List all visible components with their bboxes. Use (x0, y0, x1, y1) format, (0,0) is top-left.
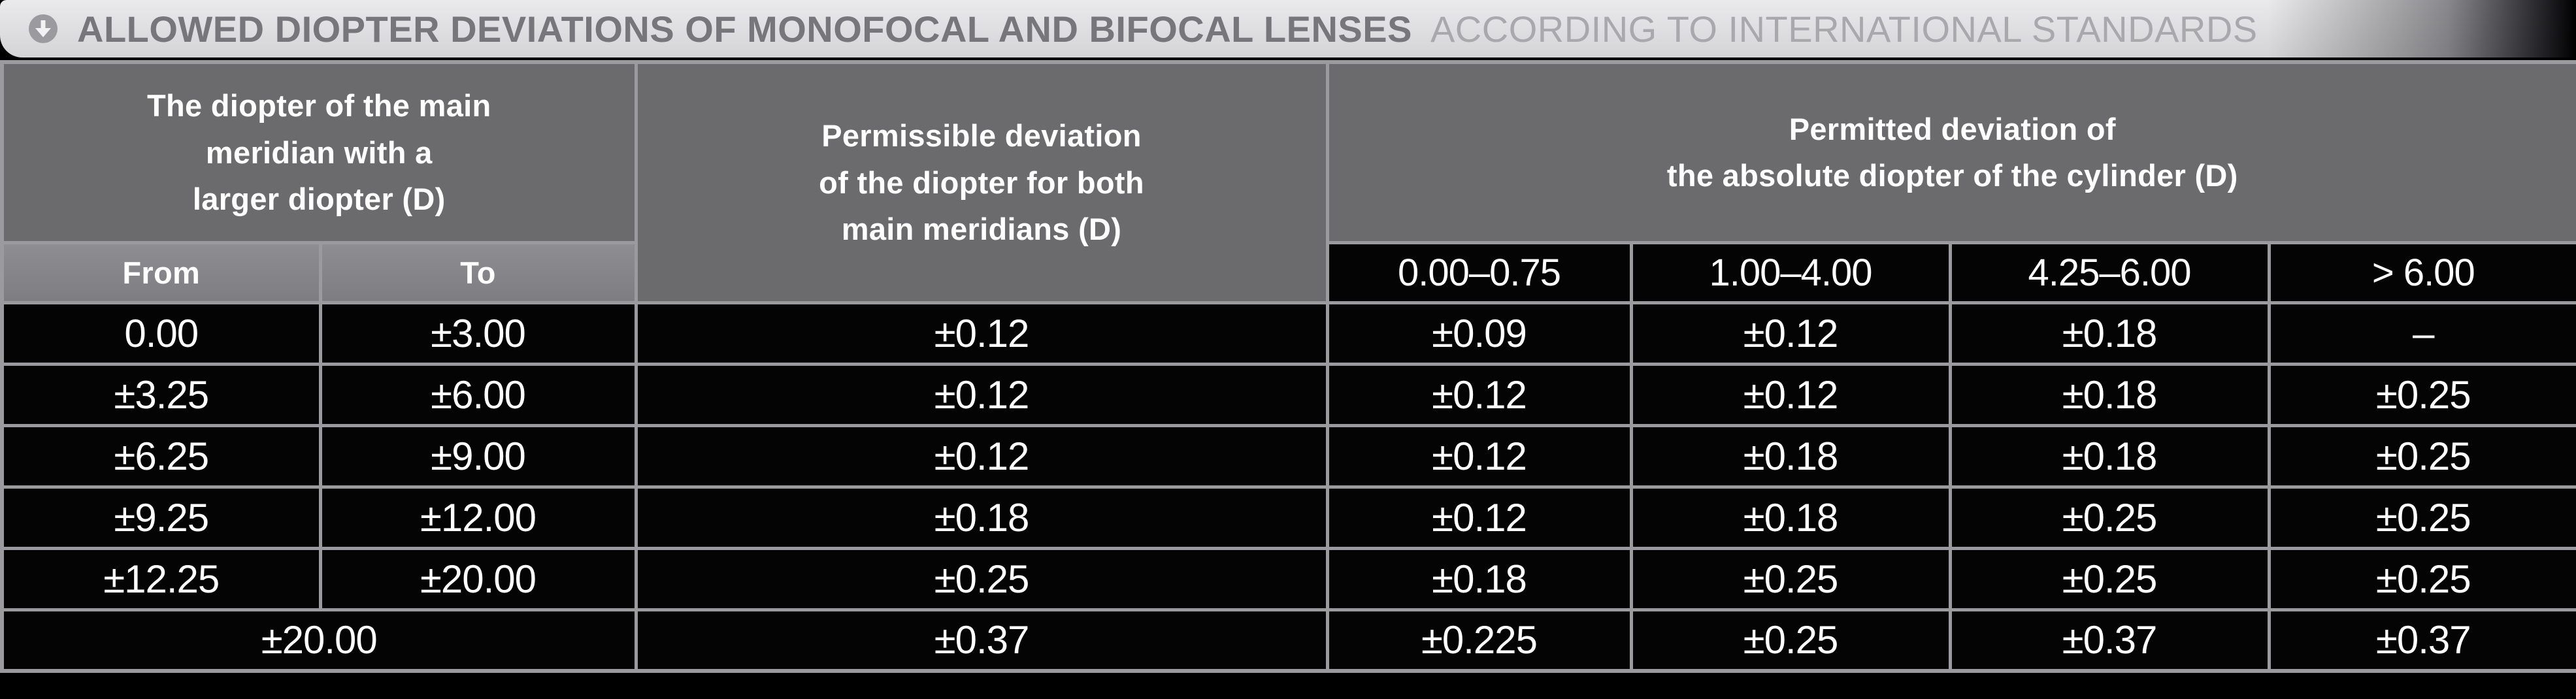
table-row: ±20.00 ±0.37 ±0.225 ±0.25 ±0.37 ±0.37 (0, 608, 2576, 673)
subheader-to: To (318, 240, 638, 304)
cell-to: ±6.00 (318, 362, 638, 427)
subheader-cyl-range-3: 4.25–6.00 (1948, 240, 2271, 304)
cell-to: ±3.00 (318, 301, 638, 366)
cell-cyl-1: ±0.225 (1325, 608, 1633, 673)
cell-cyl-3: ±0.18 (1948, 301, 2271, 366)
cell-from-to-merged: ±20.00 (0, 608, 638, 673)
title-main: ALLOWED DIOPTER DEVIATIONS OF MONOFOCAL … (77, 8, 1412, 50)
cell-cyl-2: ±0.18 (1629, 485, 1952, 550)
table-row: ±6.25 ±9.00 ±0.12 ±0.12 ±0.18 ±0.18 ±0.2… (0, 423, 2576, 489)
cell-cyl-4: ±0.25 (2267, 485, 2576, 550)
cell-from: ±3.25 (0, 362, 322, 427)
subheader-row: From To 0.00–0.75 1.00–4.00 4.25–6.00 > … (0, 240, 2576, 304)
cell-cyl-1: ±0.09 (1325, 301, 1633, 366)
table-row: ±3.25 ±6.00 ±0.12 ±0.12 ±0.12 ±0.18 ±0.2… (0, 362, 2576, 427)
cell-cyl-3: ±0.18 (1948, 362, 2271, 427)
page-title: ALLOWED DIOPTER DEVIATIONS OF MONOFOCAL … (77, 8, 2258, 50)
cell-cyl-3: ±0.18 (1948, 423, 2271, 489)
cell-from: 0.00 (0, 301, 322, 366)
cell-both: ±0.25 (634, 546, 1329, 611)
cell-both: ±0.18 (634, 485, 1329, 550)
cell-cyl-4: ±0.25 (2267, 362, 2576, 427)
table-row: ±9.25 ±12.00 ±0.18 ±0.12 ±0.18 ±0.25 ±0.… (0, 485, 2576, 550)
header-row: The diopter of the main meridian with a … (0, 60, 2576, 304)
title-sub: ACCORDING TO INTERNATIONAL STANDARDS (1430, 8, 2258, 50)
cell-cyl-2: ±0.25 (1629, 546, 1952, 611)
subheader-cyl-range-1: 0.00–0.75 (1325, 240, 1633, 304)
cell-cyl-1: ±0.12 (1325, 485, 1633, 550)
header-both-meridians: Permissible deviation of the diopter for… (634, 60, 1329, 304)
cell-cyl-1: ±0.12 (1325, 362, 1633, 427)
cell-both: ±0.37 (634, 608, 1329, 673)
table-row: 0.00 ±3.00 ±0.12 ±0.09 ±0.12 ±0.18 – (0, 301, 2576, 366)
cell-cyl-1: ±0.12 (1325, 423, 1633, 489)
cell-to: ±9.00 (318, 423, 638, 489)
cell-cyl-4: ±0.25 (2267, 423, 2576, 489)
cell-cyl-3: ±0.37 (1948, 608, 2271, 673)
cell-cyl-2: ±0.12 (1629, 362, 1952, 427)
cell-cyl-2: ±0.18 (1629, 423, 1952, 489)
cell-to: ±12.00 (318, 485, 638, 550)
cell-cyl-4: ±0.25 (2267, 546, 2576, 611)
deviation-table: The diopter of the main meridian with a … (0, 60, 2576, 673)
cell-both: ±0.12 (634, 362, 1329, 427)
header-cylinder: Permitted deviation of the absolute diop… (1325, 60, 2576, 244)
cell-cyl-4: – (2267, 301, 2576, 366)
cell-from: ±6.25 (0, 423, 322, 489)
cell-both: ±0.12 (634, 301, 1329, 366)
header-main-meridian: The diopter of the main meridian with a … (0, 60, 638, 244)
down-arrow-icon (29, 14, 58, 43)
subheader-cyl-range-2: 1.00–4.00 (1629, 240, 1952, 304)
subheader-cyl-range-4: > 6.00 (2267, 240, 2576, 304)
cell-cyl-3: ±0.25 (1948, 546, 2271, 611)
subheader-from: From (0, 240, 322, 304)
cell-cyl-2: ±0.12 (1629, 301, 1952, 366)
cell-to: ±20.00 (318, 546, 638, 611)
cell-cyl-1: ±0.18 (1325, 546, 1633, 611)
cell-from: ±12.25 (0, 546, 322, 611)
cell-cyl-4: ±0.37 (2267, 608, 2576, 673)
title-bar: ALLOWED DIOPTER DEVIATIONS OF MONOFOCAL … (0, 0, 2576, 57)
cell-from: ±9.25 (0, 485, 322, 550)
cell-cyl-3: ±0.25 (1948, 485, 2271, 550)
cell-cyl-2: ±0.25 (1629, 608, 1952, 673)
table-row: ±12.25 ±20.00 ±0.25 ±0.18 ±0.25 ±0.25 ±0… (0, 546, 2576, 611)
cell-both: ±0.12 (634, 423, 1329, 489)
